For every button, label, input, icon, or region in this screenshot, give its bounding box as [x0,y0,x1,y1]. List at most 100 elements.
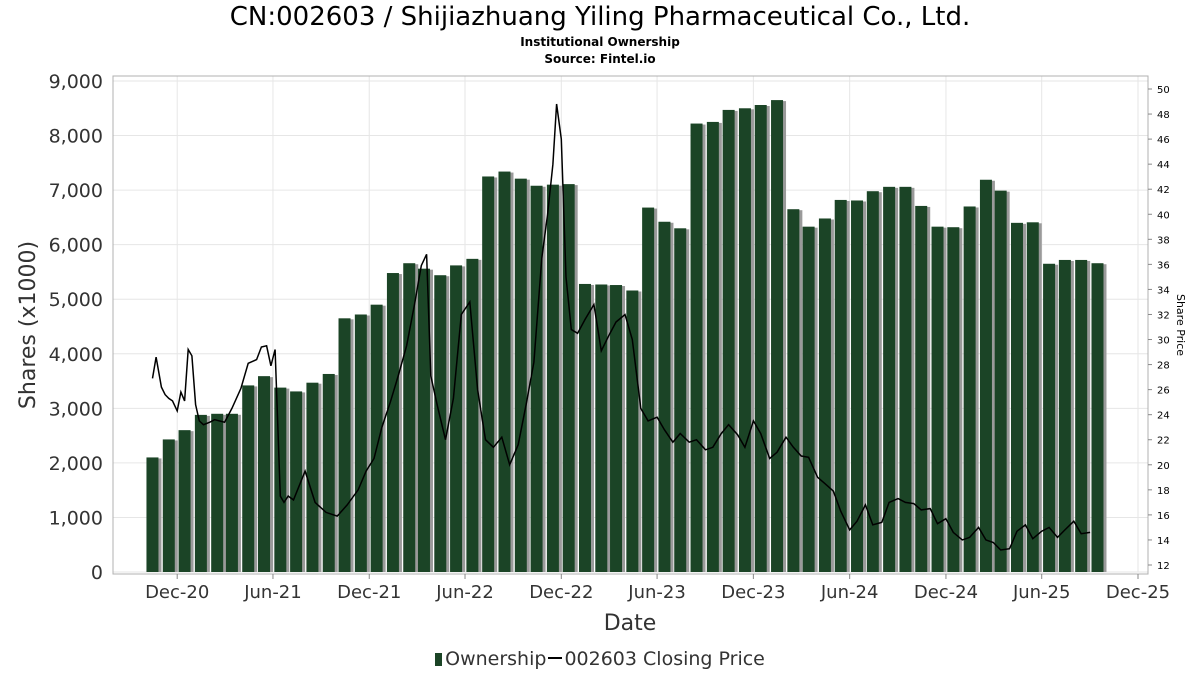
price-line-layer [151,103,1091,551]
y2-tick-label: 30 [1157,336,1170,347]
ownership-bar [595,284,608,572]
y-tick-label: 3,000 [49,398,103,420]
ownership-bar [1010,222,1023,572]
legend-ownership-swatch [435,653,443,666]
x-tick-label: Jun-24 [820,582,879,603]
ownership-bar [1026,222,1039,572]
y2-tick-label: 34 [1157,285,1170,296]
y-tick-label: 4,000 [49,344,103,366]
ownership-bar [225,413,238,572]
y-axis-label: Shares (x1000) [16,241,41,409]
ownership-bar [211,413,224,572]
ownership-bar [514,178,527,572]
y2-tick-label: 44 [1157,160,1170,171]
ownership-bar [338,318,351,572]
plot-frame [112,75,1149,575]
chart-legend: Ownership 002603 Closing Price [0,648,1200,670]
y-tick-label: 0 [91,562,103,584]
ownership-bar [963,206,976,572]
x-tick-label: Dec-23 [721,582,785,603]
x-tick-label: Jun-23 [627,582,686,603]
ownership-bar [674,228,687,573]
x-tick-label: Dec-22 [529,582,593,603]
ownership-bar [162,439,175,572]
y2-tick-label: 48 [1157,110,1170,121]
y2-tick-label: 40 [1157,210,1170,221]
ownership-bar [530,185,543,572]
ownership-bar [947,227,960,572]
y2-tick-label: 24 [1157,411,1170,422]
y2-tick-label: 16 [1157,511,1170,522]
ownership-bar [386,273,399,572]
y2-tick-label: 12 [1157,561,1170,572]
y-tick-label: 6,000 [49,235,103,257]
ownership-bar [482,176,495,572]
ownership-bar [994,190,1007,572]
ownership-bar [258,376,271,572]
x-tick-label: Jun-22 [435,582,494,603]
ownership-bar [771,100,784,572]
ownership-bar [899,186,912,573]
y-tick-label: 1,000 [49,507,103,529]
ownership-bar [1091,263,1104,572]
ownership-bar [403,263,416,572]
y2-tick-label: 32 [1157,310,1170,321]
ownership-bar [1058,259,1071,572]
y2-tick-label: 38 [1157,235,1170,246]
legend-price-swatch [548,657,563,659]
ownership-bar [290,391,303,572]
chart-source: Source: Fintel.io [544,52,656,66]
y2-tick-label: 46 [1157,135,1170,146]
y2-tick-label: 42 [1157,185,1170,196]
ownership-bar [610,285,623,572]
ownership-bar [546,184,559,572]
ownership-bar [706,121,719,573]
ownership-bar [866,191,879,573]
ownership-bar [306,382,319,572]
ownership-bar [834,199,847,573]
ownership-bar [417,268,430,572]
y2-tick-label: 22 [1157,436,1170,447]
x-axis-label: Date [604,611,657,636]
ownership-chart: 0 1,000 2,000 3,000 4,000 5,000 6,000 7,000 8,00… [16,71,1187,636]
legend-price-label: 002603 Closing Price [564,648,765,670]
y2-tick-label: 20 [1157,461,1170,472]
ownership-bar [322,373,335,572]
ownership-bar [722,109,735,573]
x-tick-label: Dec-21 [337,582,401,603]
y-tick-label: 7,000 [49,180,103,202]
y2-tick-label: 26 [1157,386,1170,397]
ownership-bar [354,314,367,572]
chart-subtitle: Institutional Ownership [520,35,680,49]
x-tick-label: Dec-24 [914,582,978,603]
price-line [151,103,1091,551]
axes: 0 1,000 2,000 3,000 4,000 5,000 6,000 7,000 8,00… [49,71,1171,603]
ownership-bar [626,290,639,572]
ownership-bar [915,205,928,572]
ownership-bar [242,385,255,572]
ownership-bar [818,218,831,573]
y2-tick-label: 14 [1157,536,1170,547]
ownership-bar [194,414,207,572]
y-tick-label: 9,000 [49,71,103,93]
ownership-bar [178,430,191,572]
ownership-bar [787,209,800,572]
ownership-bar [1043,263,1056,572]
ownership-bar [642,207,655,572]
ownership-bar [802,226,815,572]
ownership-bar [931,226,944,572]
ownership-bar [754,105,767,572]
y-tick-label: 8,000 [49,126,103,148]
y-tick-label: 2,000 [49,453,103,475]
ownership-bar [370,304,383,572]
ownership-bars [146,100,1107,573]
ownership-bar [1075,259,1088,572]
ownership-bar [578,283,591,572]
ownership-bar [434,275,447,572]
y2-tick-label: 28 [1157,361,1170,372]
ownership-bar [466,258,479,572]
chart-title: CN:002603 / Shijiazhuang Yiling Pharmace… [229,2,971,32]
y2-tick-label: 18 [1157,486,1170,497]
x-tick-label: Dec-20 [145,582,209,603]
ownership-bar [738,108,751,573]
